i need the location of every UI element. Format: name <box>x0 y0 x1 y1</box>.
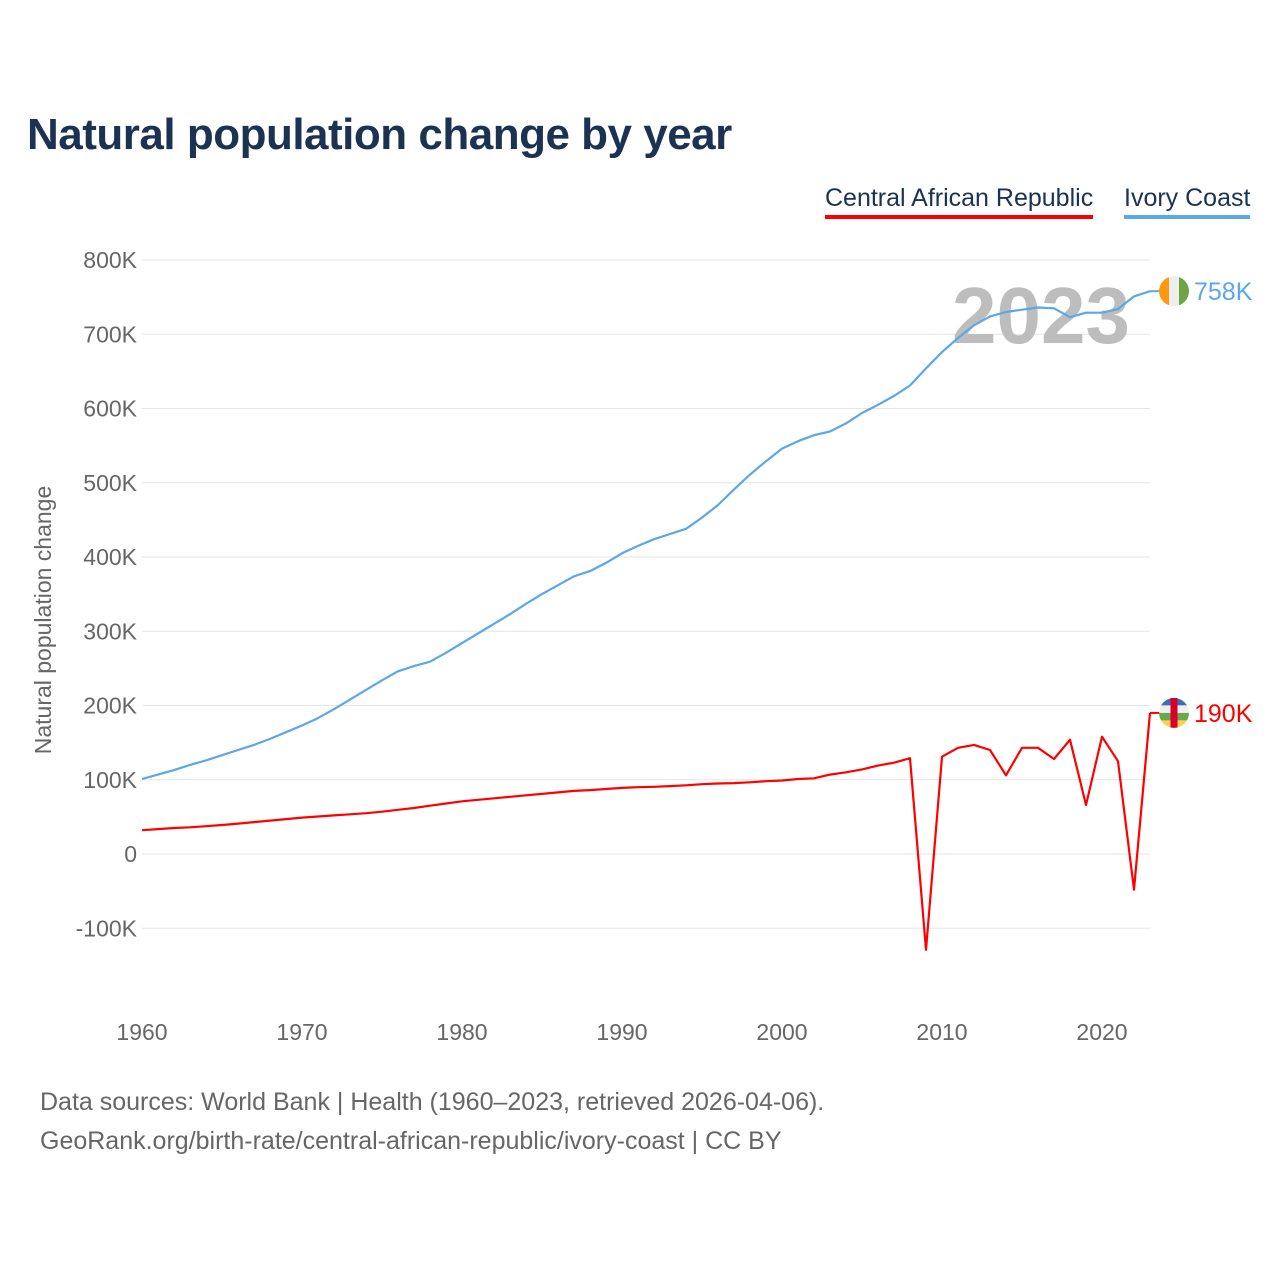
flag-stripe <box>1170 697 1178 728</box>
x-tick-label: 2000 <box>756 1019 807 1045</box>
x-tick-label: 2020 <box>1076 1019 1127 1045</box>
y-tick-label: 700K <box>83 321 137 347</box>
source-line-2: GeoRank.org/birth-rate/central-african-r… <box>40 1127 782 1155</box>
y-tick-label: -100K <box>76 915 138 941</box>
source-line-1: Data sources: World Bank | Health (1960–… <box>40 1088 825 1116</box>
x-tick-label: 2010 <box>916 1019 967 1045</box>
flag-ivory-coast-icon <box>1159 276 1189 307</box>
y-tick-label: 300K <box>83 618 137 644</box>
y-tick-label: 200K <box>83 693 137 719</box>
flag-stripe <box>1159 276 1169 307</box>
y-tick-label: 0 <box>124 841 137 867</box>
legend-item-ivory-coast[interactable]: Ivory Coast <box>1124 184 1251 219</box>
y-tick-label: 500K <box>83 470 137 496</box>
end-value-label: 758K <box>1194 278 1253 306</box>
end-value-label: 190K <box>1194 700 1253 728</box>
chart-title: Natural population change by year <box>27 110 732 159</box>
year-watermark: 2023 <box>952 271 1130 360</box>
flag-stripe <box>1179 276 1189 307</box>
flag-body <box>1159 276 1189 307</box>
legend-item-central-african-republic[interactable]: Central African Republic <box>825 184 1094 219</box>
x-tick-label: 1980 <box>436 1019 487 1045</box>
y-tick-label: 600K <box>83 396 137 422</box>
flag-central-african-republic-icon <box>1159 697 1189 728</box>
y-tick-label: 800K <box>83 247 137 273</box>
x-tick-label: 1970 <box>276 1019 327 1045</box>
series-line-central-african-republic <box>141 712 1152 951</box>
flag-stripe <box>1169 276 1179 307</box>
series-line-ivory-coast <box>141 290 1151 781</box>
y-tick-label: 400K <box>83 544 137 570</box>
x-tick-label: 1960 <box>116 1019 167 1045</box>
y-tick-label: 100K <box>83 767 137 793</box>
y-axis-label: Natural population change <box>30 486 56 755</box>
x-tick-label: 1990 <box>596 1019 647 1045</box>
flag-body <box>1159 697 1189 728</box>
